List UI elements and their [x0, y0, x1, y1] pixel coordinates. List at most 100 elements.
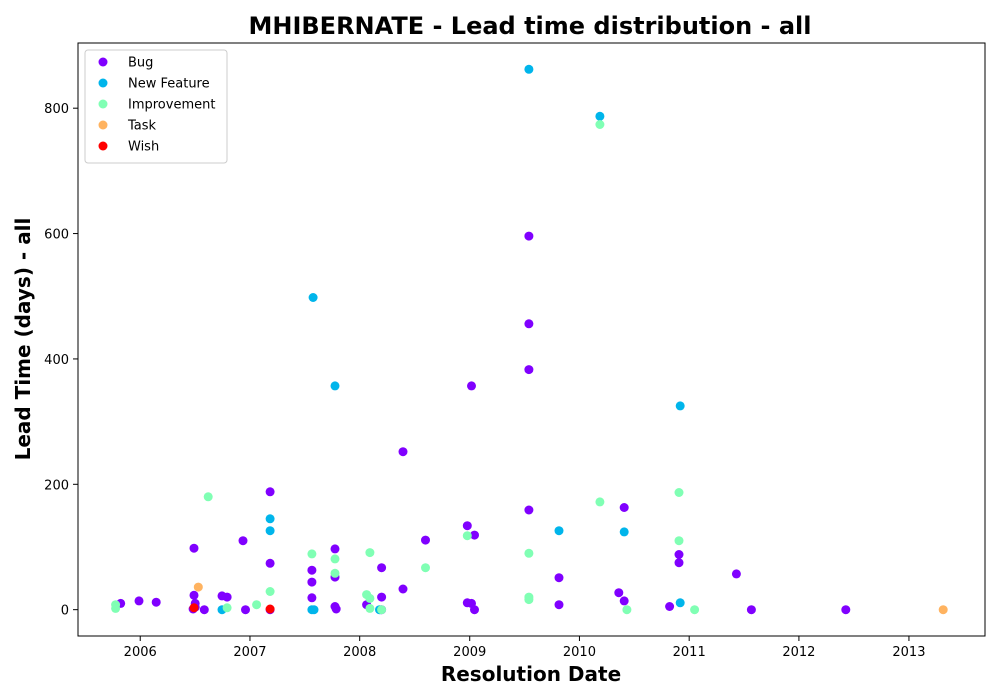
data-point — [554, 600, 564, 610]
data-point — [365, 593, 375, 603]
x-tick-label: 2013 — [892, 645, 925, 660]
data-point — [622, 605, 632, 615]
data-point — [524, 595, 534, 605]
data-point — [398, 584, 408, 594]
data-point — [674, 488, 684, 497]
data-point — [265, 604, 275, 614]
data-point — [665, 602, 675, 611]
legend-marker — [98, 120, 108, 130]
data-point — [265, 558, 275, 568]
data-point — [377, 563, 387, 573]
y-axis-label: Lead Time (days) - all — [11, 218, 35, 461]
data-point — [265, 587, 275, 596]
data-point — [421, 563, 430, 573]
data-point — [308, 293, 318, 302]
x-tick-label: 2009 — [453, 645, 486, 660]
data-point — [619, 527, 629, 537]
data-point — [524, 231, 534, 241]
data-point — [330, 381, 340, 391]
data-point — [365, 603, 375, 613]
legend-label: Wish — [128, 140, 159, 155]
data-point — [619, 503, 629, 512]
legend: Bug New Feature Improvement Task Wish — [84, 49, 228, 164]
legend-marker — [98, 99, 108, 109]
data-point — [674, 558, 684, 568]
data-point — [470, 605, 479, 615]
data-point — [265, 514, 275, 524]
x-tick-label: 2007 — [233, 645, 266, 660]
data-point — [377, 605, 387, 615]
plot-frame — [77, 42, 986, 637]
data-point — [675, 401, 685, 411]
data-point — [265, 526, 275, 536]
data-point — [524, 548, 534, 558]
x-axis-ticks: 2006 2007 2008 2009 2010 2011 2012 2013 — [124, 636, 925, 660]
x-tick-label: 2006 — [124, 645, 157, 660]
data-point — [614, 588, 624, 598]
data-point — [241, 605, 250, 615]
data-point — [421, 535, 430, 545]
y-tick-label: 800 — [44, 102, 69, 117]
data-point — [674, 550, 684, 559]
data-point — [462, 531, 472, 541]
data-point — [554, 526, 564, 536]
legend-marker — [98, 57, 108, 67]
data-point — [675, 598, 685, 608]
data-point — [690, 605, 700, 615]
data-point — [330, 554, 340, 564]
data-point — [467, 381, 476, 391]
y-axis-ticks: 0 200 400 600 800 — [44, 102, 78, 619]
chart-title: MHIBERNATE - Lead time distribution - al… — [248, 12, 811, 40]
data-point — [731, 569, 741, 579]
data-point — [554, 573, 564, 583]
y-tick-label: 200 — [44, 478, 69, 493]
data-point — [193, 582, 203, 592]
data-point — [524, 365, 534, 375]
data-point — [330, 544, 340, 554]
data-point — [330, 568, 340, 578]
data-point — [189, 590, 199, 600]
y-tick-label: 600 — [44, 228, 69, 243]
legend-box — [84, 49, 228, 164]
data-point — [222, 603, 232, 613]
data-point — [203, 492, 213, 502]
legend-label: Bug — [128, 56, 153, 71]
legend-label: Task — [127, 119, 157, 134]
data-point — [398, 447, 408, 457]
x-tick-label: 2010 — [563, 645, 596, 660]
data-point — [309, 605, 319, 615]
data-point — [265, 487, 275, 497]
plot-area — [111, 64, 948, 615]
data-point — [151, 597, 161, 607]
x-tick-label: 2008 — [343, 645, 376, 660]
y-tick-label: 400 — [44, 353, 69, 368]
data-point — [470, 530, 479, 540]
data-point — [841, 605, 851, 615]
data-point — [524, 505, 534, 515]
x-tick-label: 2012 — [782, 645, 815, 660]
data-point — [619, 596, 629, 606]
legend-label: New Feature — [128, 77, 210, 92]
data-point — [365, 548, 375, 558]
data-point — [238, 536, 248, 546]
data-point — [222, 592, 232, 602]
data-point — [189, 543, 199, 553]
legend-marker — [98, 78, 108, 88]
data-point — [307, 549, 317, 559]
data-point — [595, 120, 605, 129]
data-point — [307, 593, 317, 603]
data-point — [746, 605, 756, 615]
data-point — [307, 577, 317, 587]
data-point — [595, 497, 605, 507]
x-tick-label: 2011 — [673, 645, 706, 660]
data-point — [134, 596, 144, 606]
data-point — [938, 605, 948, 615]
legend-marker — [98, 141, 108, 151]
y-tick-label: 0 — [61, 604, 69, 619]
legend-label: Improvement — [128, 98, 215, 113]
data-point — [252, 600, 262, 610]
data-point — [199, 605, 209, 615]
data-point — [524, 319, 534, 329]
data-point — [307, 565, 317, 575]
